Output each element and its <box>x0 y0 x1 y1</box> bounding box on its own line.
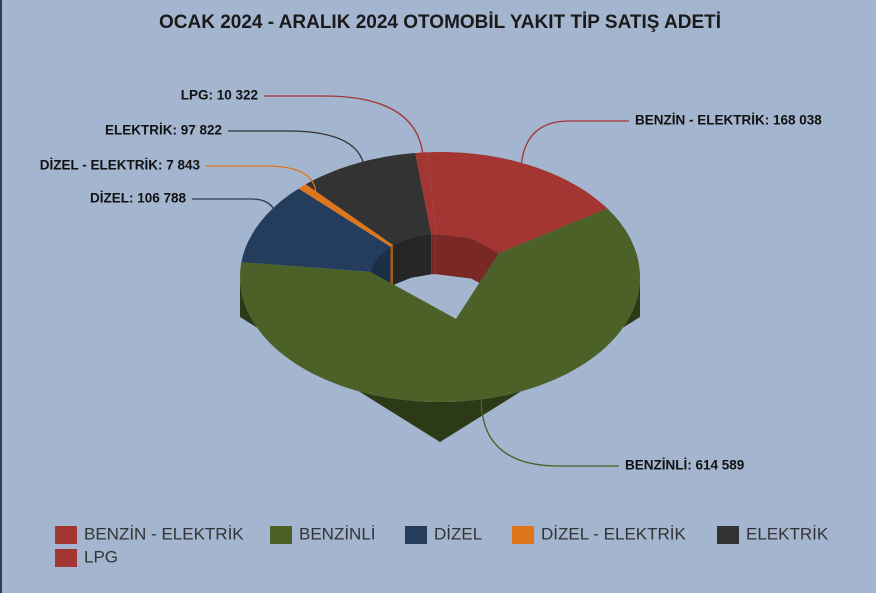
leader-line <box>192 198 279 228</box>
data-label: ELEKTRİK: 97 822 <box>105 123 222 138</box>
slice-inner-wall <box>390 245 393 287</box>
leader-line <box>206 165 317 196</box>
legend-swatch <box>55 549 77 567</box>
slice <box>415 152 436 235</box>
legend-label: ELEKTRİK <box>746 524 829 543</box>
legend-swatch <box>717 526 739 544</box>
legend-swatch <box>405 526 427 544</box>
legend-label: BENZİN - ELEKTRİK <box>84 524 244 543</box>
data-label: BENZİNLİ: 614 589 <box>625 458 744 473</box>
data-label: LPG: 10 322 <box>181 88 258 103</box>
slice-outer-wall <box>240 277 640 442</box>
legend-swatch <box>512 526 534 544</box>
slice <box>428 152 608 254</box>
leader-line <box>480 398 619 467</box>
legend-label: BENZİNLİ <box>299 524 376 543</box>
legend-label: DİZEL - ELEKTRİK <box>541 524 687 543</box>
legend-swatch <box>55 526 77 544</box>
leader-line <box>264 95 425 165</box>
legend-label: DİZEL <box>434 524 482 543</box>
legend-label: LPG <box>84 547 118 566</box>
slice <box>305 153 432 246</box>
leader-line <box>520 120 629 177</box>
slice <box>241 188 391 272</box>
legend-swatch <box>270 526 292 544</box>
slice-inner-wall <box>431 234 436 275</box>
slice <box>298 184 393 247</box>
chart-title: OCAK 2024 - ARALIK 2024 OTOMOBİL YAKIT T… <box>159 12 721 33</box>
slice <box>240 208 640 402</box>
data-label: DİZEL: 106 788 <box>90 191 187 206</box>
leader-line <box>228 130 366 175</box>
data-label: DİZEL - ELEKTRİK: 7 843 <box>40 158 201 173</box>
data-label: BENZİN - ELEKTRİK: 168 038 <box>635 113 822 128</box>
slice-inner-wall <box>393 234 432 286</box>
